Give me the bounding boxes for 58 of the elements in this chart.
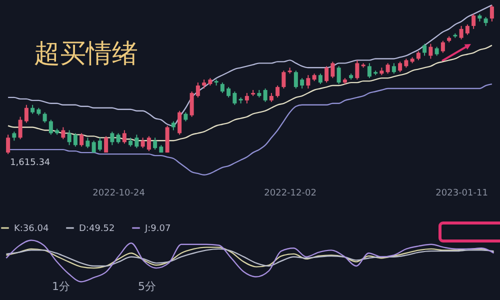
candlestick <box>220 82 224 94</box>
x-tick-label: 2022-12-02 <box>264 188 316 198</box>
candlestick <box>98 137 102 152</box>
legend-label: D:49.52 <box>79 224 115 234</box>
candlestick <box>398 61 402 73</box>
candlestick <box>140 137 145 149</box>
text: 超买情绪 <box>34 38 138 71</box>
annotation: 1分 <box>52 279 70 294</box>
candlestick <box>336 66 341 85</box>
candlestick <box>324 66 329 84</box>
candlestick <box>110 131 114 146</box>
candlestick <box>104 136 108 154</box>
candlestick <box>18 116 22 140</box>
candlestick <box>330 61 335 79</box>
candlestick <box>146 136 151 152</box>
candlestick <box>440 40 445 54</box>
candlestick <box>190 90 194 118</box>
candlestick <box>232 90 237 106</box>
candlestick <box>294 70 298 90</box>
candlestick <box>178 110 182 136</box>
candlestick <box>196 82 200 98</box>
legend-label: J:9.07 <box>144 224 171 234</box>
candlestick <box>48 119 53 136</box>
annotation: 5分 <box>138 279 156 294</box>
candlestick <box>226 86 231 98</box>
candlestick <box>472 14 476 30</box>
candlestick <box>67 130 72 146</box>
candlestick <box>459 25 464 40</box>
candlestick <box>490 4 494 22</box>
candlestick <box>276 85 280 98</box>
candlestick <box>422 43 427 56</box>
candlestick <box>392 62 396 74</box>
candlestick <box>116 132 120 144</box>
candlestick <box>6 134 10 155</box>
candlestick <box>306 74 310 90</box>
candlestick <box>386 62 390 74</box>
candlestick <box>153 137 158 150</box>
candlestick <box>300 78 304 90</box>
legend-label: K:36.04 <box>14 224 49 234</box>
candlestick <box>24 104 28 124</box>
candlestick <box>282 70 286 90</box>
candlestick <box>263 88 268 102</box>
candlestick <box>465 24 470 36</box>
x-tick-label: 2022-10-24 <box>92 188 146 198</box>
x-tick-label: 2023-01-11 <box>436 188 488 198</box>
candlestick <box>134 134 139 149</box>
candlestick <box>355 60 360 80</box>
candlestick <box>244 92 249 104</box>
candlestick <box>428 43 433 60</box>
candlestick <box>80 132 84 148</box>
candlestick <box>318 73 322 85</box>
candlestick <box>42 112 47 124</box>
candlestick <box>73 132 78 148</box>
candlestick <box>86 137 90 149</box>
candlestick <box>61 126 66 140</box>
annotation: 1,615.34 <box>10 158 50 168</box>
candlestick <box>122 130 126 144</box>
candlestick <box>367 62 372 79</box>
